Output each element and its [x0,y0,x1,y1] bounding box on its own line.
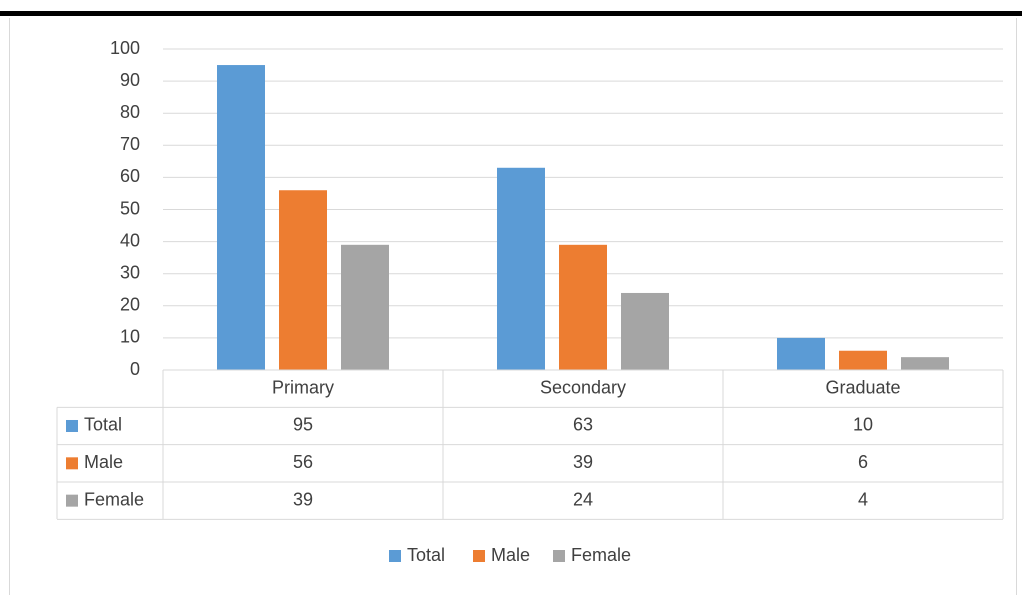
bar-female [621,292,669,370]
legend-label: Male [491,545,530,565]
bar-total [497,167,545,370]
y-tick-label: 60 [120,166,140,186]
table-series-label: Total [84,415,122,435]
category-label: Graduate [825,377,900,397]
legend-label: Total [407,545,445,565]
legend-key-total [389,550,401,562]
data-label: 95 [293,415,313,435]
legend-key-female [553,550,565,562]
bar-male [559,244,607,370]
y-tick-label: 10 [120,327,140,347]
y-tick-label: 40 [120,230,140,250]
data-label: 56 [293,452,313,472]
legend-label: Female [571,545,631,565]
data-label: 63 [573,415,593,435]
y-tick-label: 70 [120,134,140,154]
table-legend-key-total [66,419,78,432]
data-label: 39 [293,489,313,509]
category-label: Primary [272,377,334,397]
bar-total [217,65,265,371]
chart-frame [9,18,1017,595]
top-rule [0,11,1022,16]
bar-male [839,350,887,370]
data-label: 24 [573,489,593,509]
table-legend-key-female [66,494,78,507]
y-tick-label: 100 [110,38,140,58]
category-label: Secondary [540,377,626,397]
y-tick-label: 50 [120,198,140,218]
data-label: 6 [858,452,868,472]
data-label: 39 [573,452,593,472]
y-tick-label: 0 [130,359,140,379]
table-series-label: Female [84,489,144,509]
data-label: 10 [853,415,873,435]
legend-key-male [473,550,485,562]
legend: Total Male Female [389,545,631,565]
y-tick-label: 80 [120,102,140,122]
bar-female [901,357,949,370]
y-axis-ticks: 0 10 20 30 40 50 60 70 80 90 100 [110,38,140,379]
bar-female [341,244,389,370]
y-tick-label: 90 [120,70,140,90]
data-table: Primary Secondary Graduate Total 95 63 10 Male 5… [56,369,1004,520]
bars [217,65,949,371]
y-tick-label: 20 [120,295,140,315]
bar-total [777,337,825,370]
y-tick-label: 30 [120,262,140,282]
table-legend-key-male [66,457,78,470]
bar-male [279,190,327,370]
data-label: 4 [858,489,868,509]
table-series-label: Male [84,452,123,472]
